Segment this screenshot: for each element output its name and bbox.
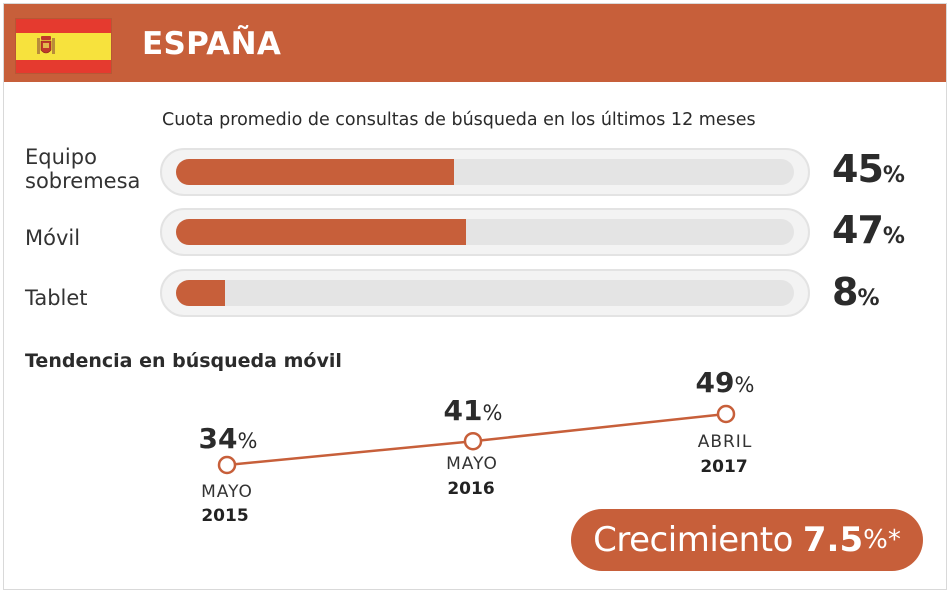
row-label-tablet: Tablet [25, 286, 88, 310]
trend-value-2016-unit: % [482, 401, 503, 425]
trend-year-2015: 2015 [201, 506, 249, 526]
value-mobile-number: 47 [832, 208, 884, 252]
trend-value-2017: 49% [696, 366, 755, 399]
trend-point-2017 [716, 404, 736, 424]
country-title: ESPAÑA [142, 26, 282, 62]
share-chart-subtitle: Cuota promedio de consultas de búsqueda … [162, 110, 756, 130]
growth-suffix: %* [863, 525, 901, 555]
bar-fill-mobile [176, 219, 467, 245]
trend-month-2017: ABRIL [697, 432, 753, 452]
bar-track-tablet [160, 269, 810, 317]
row-label-mobile: Móvil [25, 226, 80, 250]
trend-value-2017-number: 49 [695, 366, 735, 399]
value-mobile-unit: % [882, 224, 905, 249]
value-tablet-unit: % [857, 286, 880, 311]
trend-month-2016: MAYO [446, 454, 498, 474]
trend-value-2016: 41% [444, 394, 503, 427]
trend-title: Tendencia en búsqueda móvil [25, 350, 342, 372]
trend-value-2017-unit: % [734, 373, 755, 397]
trend-value-2016-number: 41 [443, 394, 483, 427]
row-label-desktop-line1: Equipo [25, 145, 97, 169]
row-label-desktop: Equipo sobremesa [25, 145, 140, 193]
trend-segment-2 [472, 412, 727, 443]
trend-point-2016 [463, 431, 483, 451]
bar-track-mobile [160, 208, 810, 256]
value-desktop-number: 45 [832, 147, 884, 191]
trend-segment-1 [226, 439, 474, 467]
bar-track-inner-tablet [176, 280, 794, 306]
row-label-mobile-line1: Móvil [25, 226, 81, 250]
trend-value-2015-number: 34 [198, 422, 238, 455]
bar-fill-tablet [176, 280, 226, 306]
trend-point-2015 [217, 455, 237, 475]
growth-label: Crecimiento [593, 520, 793, 560]
value-tablet: 8% [832, 270, 880, 314]
row-label-tablet-line1: Tablet [25, 286, 88, 310]
value-desktop-unit: % [882, 163, 905, 188]
growth-value: 7.5 [802, 520, 864, 560]
coat-of-arms-icon [37, 35, 55, 54]
bar-fill-desktop [176, 159, 455, 185]
trend-value-2015: 34% [199, 422, 258, 455]
bar-track-inner-mobile [176, 219, 794, 245]
value-mobile: 47% [832, 208, 905, 252]
growth-badge: Crecimiento 7.5 %* [571, 509, 923, 571]
value-tablet-number: 8 [832, 270, 858, 314]
row-label-desktop-line2: sobremesa [25, 169, 141, 193]
bar-track-desktop [160, 148, 810, 196]
bar-track-inner-desktop [176, 159, 794, 185]
trend-year-2016: 2016 [447, 479, 495, 499]
header-bar: ESPAÑA [4, 4, 946, 82]
flag-red-stripe-top [16, 19, 111, 33]
value-desktop: 45% [832, 147, 905, 191]
trend-month-2015: MAYO [201, 482, 253, 502]
flag-yellow-stripe [16, 32, 111, 60]
flag-red-stripe-bottom [16, 59, 111, 73]
trend-year-2017: 2017 [700, 457, 748, 477]
spain-flag-icon [16, 19, 111, 73]
trend-value-2015-unit: % [237, 429, 258, 453]
